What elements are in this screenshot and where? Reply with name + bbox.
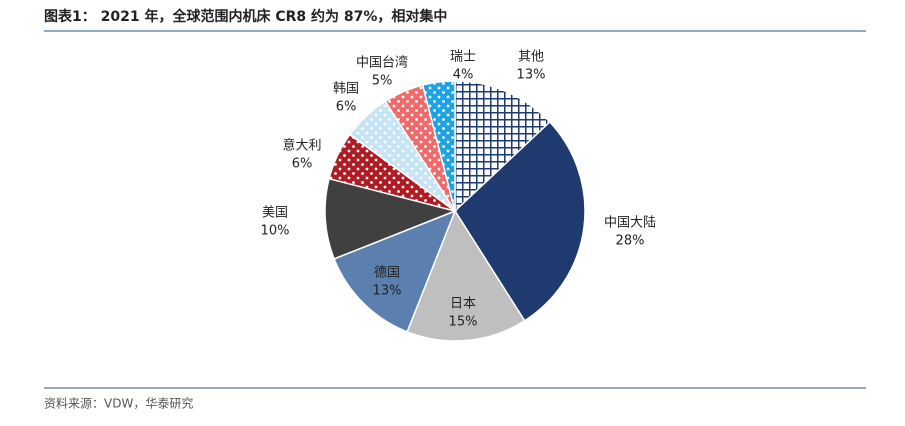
- slice-value: 6%: [336, 100, 357, 115]
- slice-pattern: [422, 81, 455, 211]
- slice-name: 其他: [518, 50, 544, 65]
- slice-name: 日本: [450, 297, 476, 312]
- slice-value: 13%: [373, 284, 402, 299]
- slice-value: 10%: [261, 224, 290, 239]
- chart-title: 图表1： 2021 年，全球范围内机床 CR8 约为 87%，相对集中: [44, 8, 447, 25]
- slice-value: 13%: [517, 68, 546, 83]
- slice-pattern: [329, 134, 455, 211]
- pie-slice: [406, 209, 526, 342]
- slice-value: 15%: [449, 315, 478, 330]
- slice-value: 28%: [616, 234, 645, 249]
- pie-slice: [333, 209, 457, 333]
- pie-slice: [454, 80, 551, 213]
- slice-name: 意大利: [282, 138, 321, 154]
- slice-pattern: [349, 101, 455, 211]
- source-note: 资料来源：VDW，华泰研究: [44, 396, 193, 411]
- pie-slice: [324, 177, 458, 260]
- slice-name: 德国: [374, 266, 400, 281]
- slice-pattern: [385, 85, 455, 211]
- slice-name: 中国台湾: [356, 55, 408, 71]
- slice-name: 美国: [262, 206, 288, 221]
- slice-name: 瑞士: [450, 50, 476, 65]
- pie-slice: [454, 120, 586, 322]
- slice-name: 中国大陆: [604, 215, 656, 231]
- slice-value: 5%: [372, 74, 393, 89]
- slice-value: 6%: [292, 157, 313, 172]
- pie: [324, 80, 586, 342]
- slice-value: 4%: [453, 68, 474, 83]
- slice-name: 韩国: [333, 82, 359, 97]
